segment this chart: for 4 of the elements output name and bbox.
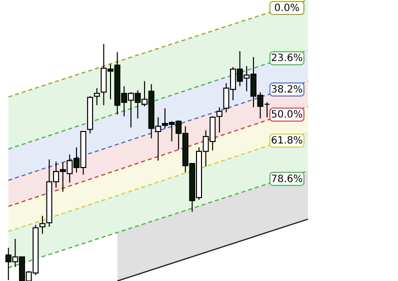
candlestick [216, 106, 222, 133]
candlestick [39, 215, 46, 234]
candlestick [94, 88, 100, 106]
series-label: 0.0% [274, 3, 300, 14]
